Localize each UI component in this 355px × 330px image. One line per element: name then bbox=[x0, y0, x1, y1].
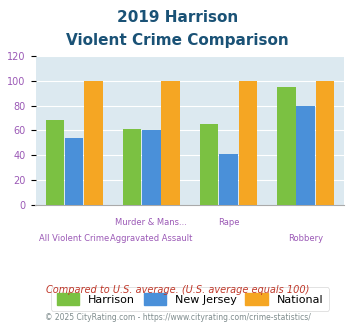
Text: Robbery: Robbery bbox=[288, 234, 323, 243]
Text: Rape: Rape bbox=[218, 218, 239, 227]
Bar bbox=[277, 87, 296, 205]
Bar bbox=[316, 81, 334, 205]
Bar bbox=[45, 120, 64, 205]
Text: 2019 Harrison: 2019 Harrison bbox=[117, 10, 238, 25]
Text: Violent Crime Comparison: Violent Crime Comparison bbox=[66, 33, 289, 48]
Bar bbox=[142, 130, 160, 205]
Bar bbox=[200, 124, 218, 205]
Legend: Harrison, New Jersey, National: Harrison, New Jersey, National bbox=[51, 287, 329, 311]
Bar bbox=[65, 138, 83, 205]
Bar bbox=[219, 154, 238, 205]
Bar bbox=[239, 81, 257, 205]
Bar bbox=[162, 81, 180, 205]
Text: Compared to U.S. average. (U.S. average equals 100): Compared to U.S. average. (U.S. average … bbox=[46, 285, 309, 295]
Bar bbox=[296, 106, 315, 205]
Bar bbox=[84, 81, 103, 205]
Text: All Violent Crime: All Violent Crime bbox=[39, 234, 109, 243]
Text: Aggravated Assault: Aggravated Assault bbox=[110, 234, 192, 243]
Text: Murder & Mans...: Murder & Mans... bbox=[115, 218, 187, 227]
Bar bbox=[123, 129, 141, 205]
Text: © 2025 CityRating.com - https://www.cityrating.com/crime-statistics/: © 2025 CityRating.com - https://www.city… bbox=[45, 314, 310, 322]
